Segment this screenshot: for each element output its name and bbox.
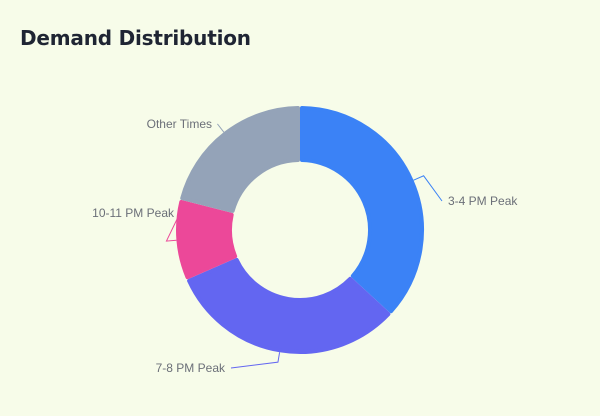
leader-line-7-8-pm-peak bbox=[230, 352, 281, 369]
slice-10-11-pm-peak[interactable] bbox=[176, 199, 238, 280]
slice-label-3-4-pm-peak: 3-4 PM Peak bbox=[448, 194, 518, 208]
slice-label-10-11-pm-peak: 10-11 PM Peak bbox=[92, 206, 175, 220]
slice-label-7-8-pm-peak: 7-8 PM Peak bbox=[156, 361, 226, 375]
slice-labels: 3-4 PM Peak 7-8 PM Peak 10-11 PM Peak Other… bbox=[92, 117, 518, 375]
page-title: Demand Distribution bbox=[20, 26, 251, 50]
slice-7-8-pm-peak[interactable] bbox=[187, 257, 391, 354]
leader-line-3-4-pm-peak bbox=[413, 175, 443, 202]
slice-label-other-times: Other Times bbox=[147, 117, 212, 131]
slice-3-4-pm-peak[interactable] bbox=[300, 106, 424, 314]
leader-line-10-11-pm-peak bbox=[165, 212, 181, 242]
donut-slices bbox=[176, 106, 424, 354]
leader-line-other-times bbox=[217, 123, 225, 133]
slice-other-times[interactable] bbox=[180, 106, 300, 213]
